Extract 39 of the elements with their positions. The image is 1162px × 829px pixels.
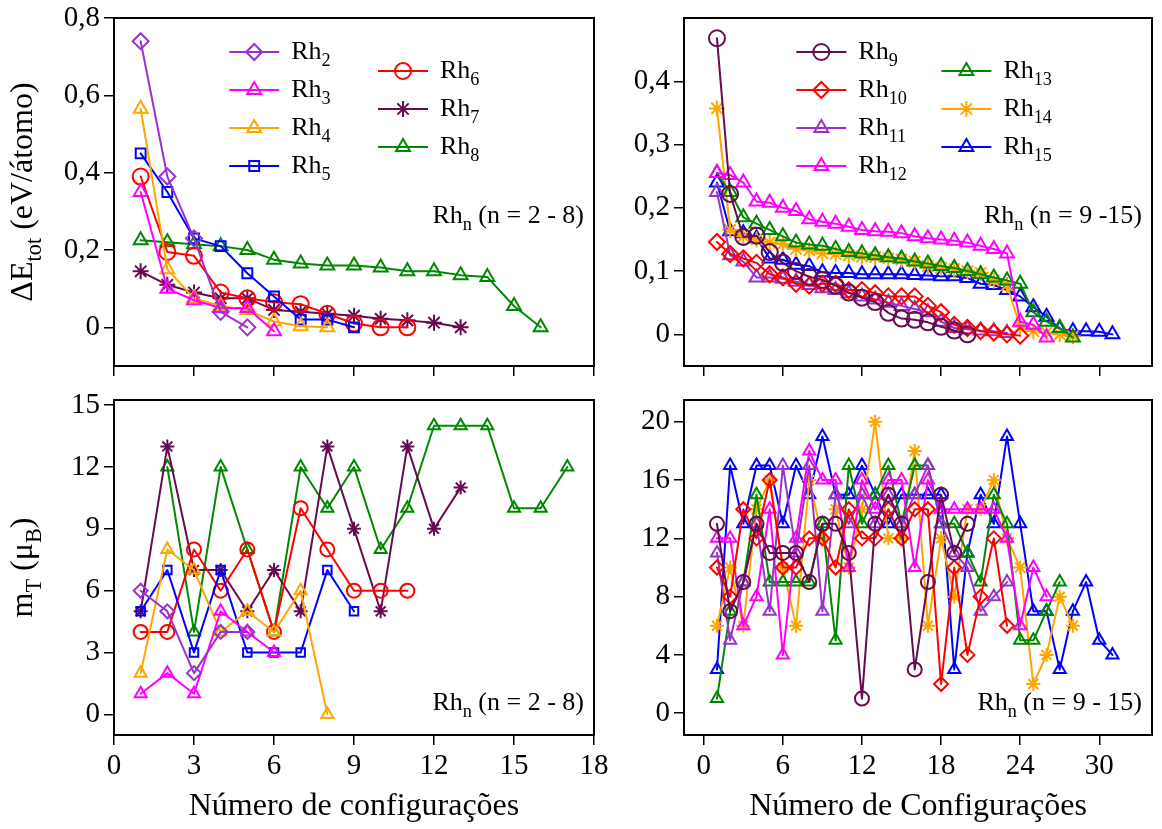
x-tick-label: 12 xyxy=(419,748,449,781)
x-axis-title: Número de Configurações xyxy=(749,786,1087,823)
y-tick-label: 12 xyxy=(71,448,100,481)
y-tick-label: 6 xyxy=(85,572,100,605)
y-tick-label: 12 xyxy=(641,519,670,552)
x-tick-label: 24 xyxy=(1005,748,1036,781)
y-tick-label: 15 xyxy=(71,386,100,419)
y-tick-label: 0,4 xyxy=(63,154,101,187)
y-tick-label: 0,2 xyxy=(63,231,100,264)
y-tick-label: 0,1 xyxy=(633,252,670,285)
x-tick-label: 9 xyxy=(346,748,362,781)
y-tick-label: 0,2 xyxy=(633,189,670,222)
x-tick-label: 3 xyxy=(186,748,202,781)
x-axis-title: Número de configurações xyxy=(188,786,520,823)
y-axis-title: mT (μB) xyxy=(3,517,47,618)
y-tick-label: 3 xyxy=(85,634,100,667)
x-tick-label: 15 xyxy=(499,748,529,781)
x-tick-label: 18 xyxy=(579,748,609,781)
y-tick-label: 4 xyxy=(655,636,671,669)
y-tick-label: 20 xyxy=(641,403,670,436)
x-tick-label: 6 xyxy=(266,748,282,781)
y-tick-label: 0,6 xyxy=(63,76,100,109)
x-tick-label: 12 xyxy=(847,748,877,781)
x-tick-label: 18 xyxy=(926,748,956,781)
x-tick-label: 30 xyxy=(1084,748,1114,781)
y-tick-label: 8 xyxy=(655,578,670,611)
y-tick-label: 0,3 xyxy=(633,126,670,159)
y-tick-label: 0 xyxy=(655,694,670,727)
y-tick-label: 0 xyxy=(85,695,100,728)
x-tick-label: 0 xyxy=(106,748,122,781)
x-tick-label: 6 xyxy=(775,748,791,781)
y-axis-title: ΔEtot (eV/átomo) xyxy=(3,82,47,302)
x-tick-label: 0 xyxy=(696,748,712,781)
y-tick-label: 16 xyxy=(641,461,670,494)
y-tick-label: 0,4 xyxy=(633,62,671,95)
y-tick-label: 0 xyxy=(655,315,670,348)
y-tick-label: 9 xyxy=(85,510,100,543)
y-tick-label: 0 xyxy=(85,308,100,341)
y-tick-label: 0,8 xyxy=(63,0,100,32)
